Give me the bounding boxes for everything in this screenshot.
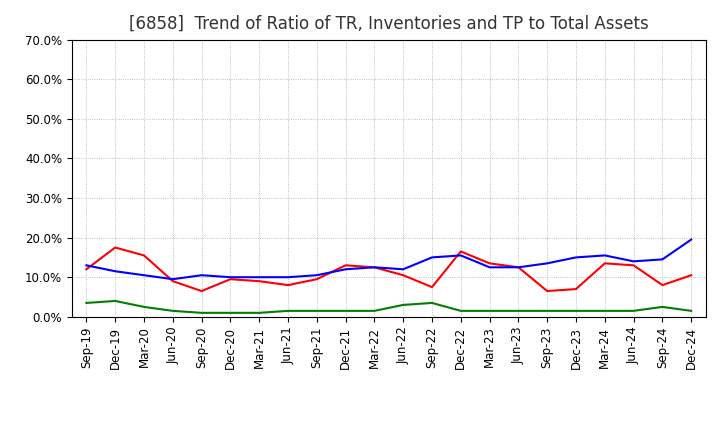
Trade Payables bbox=[572, 308, 580, 313]
Trade Receivables bbox=[197, 289, 206, 294]
Line: Inventories: Inventories bbox=[86, 239, 691, 279]
Trade Receivables bbox=[312, 276, 321, 282]
Trade Receivables bbox=[82, 267, 91, 272]
Trade Payables bbox=[140, 304, 148, 310]
Trade Receivables bbox=[255, 279, 264, 284]
Title: [6858]  Trend of Ratio of TR, Inventories and TP to Total Assets: [6858] Trend of Ratio of TR, Inventories… bbox=[129, 15, 649, 33]
Trade Payables bbox=[226, 310, 235, 315]
Line: Trade Receivables: Trade Receivables bbox=[86, 247, 691, 291]
Trade Receivables bbox=[572, 286, 580, 292]
Trade Receivables bbox=[543, 289, 552, 294]
Trade Receivables bbox=[370, 264, 379, 270]
Inventories bbox=[399, 267, 408, 272]
Trade Receivables bbox=[687, 272, 696, 278]
Trade Payables bbox=[341, 308, 350, 313]
Inventories bbox=[82, 263, 91, 268]
Inventories bbox=[600, 253, 609, 258]
Inventories bbox=[428, 255, 436, 260]
Trade Receivables bbox=[456, 249, 465, 254]
Trade Receivables bbox=[226, 276, 235, 282]
Inventories bbox=[370, 264, 379, 270]
Trade Receivables bbox=[514, 264, 523, 270]
Trade Payables bbox=[485, 308, 494, 313]
Trade Payables bbox=[629, 308, 638, 313]
Trade Payables bbox=[600, 308, 609, 313]
Inventories bbox=[284, 275, 292, 280]
Trade Payables bbox=[370, 308, 379, 313]
Inventories bbox=[629, 259, 638, 264]
Trade Payables bbox=[399, 302, 408, 308]
Inventories bbox=[658, 257, 667, 262]
Inventories bbox=[111, 268, 120, 274]
Trade Receivables bbox=[629, 263, 638, 268]
Inventories bbox=[687, 237, 696, 242]
Trade Receivables bbox=[111, 245, 120, 250]
Trade Payables bbox=[255, 310, 264, 315]
Inventories bbox=[197, 272, 206, 278]
Trade Payables bbox=[456, 308, 465, 313]
Trade Payables bbox=[687, 308, 696, 313]
Line: Trade Payables: Trade Payables bbox=[86, 301, 691, 313]
Trade Payables bbox=[284, 308, 292, 313]
Trade Payables bbox=[111, 298, 120, 304]
Inventories bbox=[485, 264, 494, 270]
Trade Payables bbox=[312, 308, 321, 313]
Inventories bbox=[572, 255, 580, 260]
Trade Payables bbox=[514, 308, 523, 313]
Inventories bbox=[456, 253, 465, 258]
Trade Receivables bbox=[485, 260, 494, 266]
Inventories bbox=[140, 272, 148, 278]
Trade Payables bbox=[197, 310, 206, 315]
Trade Receivables bbox=[658, 282, 667, 288]
Trade Receivables bbox=[168, 279, 177, 284]
Inventories bbox=[226, 275, 235, 280]
Trade Receivables bbox=[341, 263, 350, 268]
Inventories bbox=[543, 260, 552, 266]
Trade Payables bbox=[543, 308, 552, 313]
Inventories bbox=[341, 267, 350, 272]
Inventories bbox=[514, 264, 523, 270]
Trade Receivables bbox=[140, 253, 148, 258]
Trade Payables bbox=[428, 300, 436, 305]
Trade Payables bbox=[168, 308, 177, 313]
Inventories bbox=[312, 272, 321, 278]
Trade Payables bbox=[658, 304, 667, 310]
Trade Receivables bbox=[600, 260, 609, 266]
Trade Payables bbox=[82, 300, 91, 305]
Trade Receivables bbox=[399, 272, 408, 278]
Inventories bbox=[168, 276, 177, 282]
Inventories bbox=[255, 275, 264, 280]
Trade Receivables bbox=[284, 282, 292, 288]
Trade Receivables bbox=[428, 284, 436, 290]
